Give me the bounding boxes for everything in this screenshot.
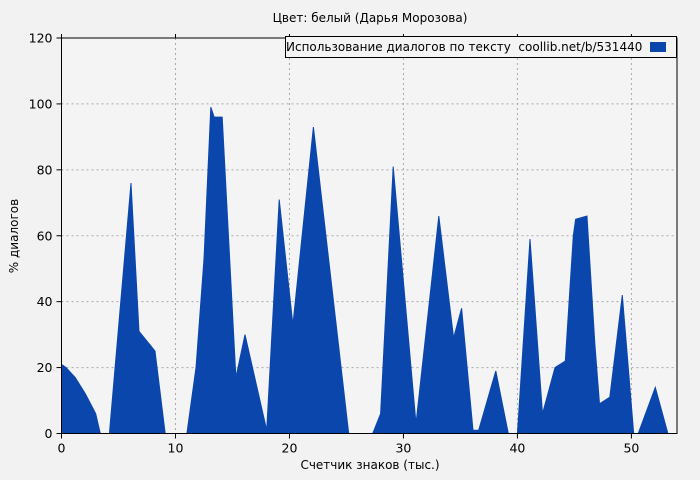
- y-tick-label: 120: [29, 31, 53, 46]
- area-series: [61, 107, 677, 434]
- x-tick-label: 20: [282, 441, 298, 456]
- y-axis-label: % диалогов: [7, 198, 21, 274]
- legend: Использование диалогов по тексту coollib…: [285, 36, 677, 58]
- x-tick-label: 0: [58, 441, 66, 456]
- x-axis-label: Счетчик знаков (тыс.): [300, 458, 440, 472]
- y-tick-label: 80: [37, 162, 53, 177]
- x-tick-label: 10: [168, 441, 184, 456]
- legend-swatch-icon: [650, 42, 666, 52]
- y-tick-label: 20: [37, 360, 53, 375]
- y-tick-label: 0: [45, 426, 53, 441]
- legend-label: Использование диалогов по тексту coollib…: [286, 40, 643, 54]
- x-tick-label: 50: [623, 441, 639, 456]
- y-tick-label: 60: [37, 228, 53, 243]
- chart-title: Цвет: белый (Дарья Морозова): [272, 11, 468, 25]
- y-tick-label: 100: [29, 96, 53, 111]
- x-tick-label: 40: [509, 441, 525, 456]
- y-tick-label: 40: [37, 294, 53, 309]
- x-tick-label: 30: [395, 441, 411, 456]
